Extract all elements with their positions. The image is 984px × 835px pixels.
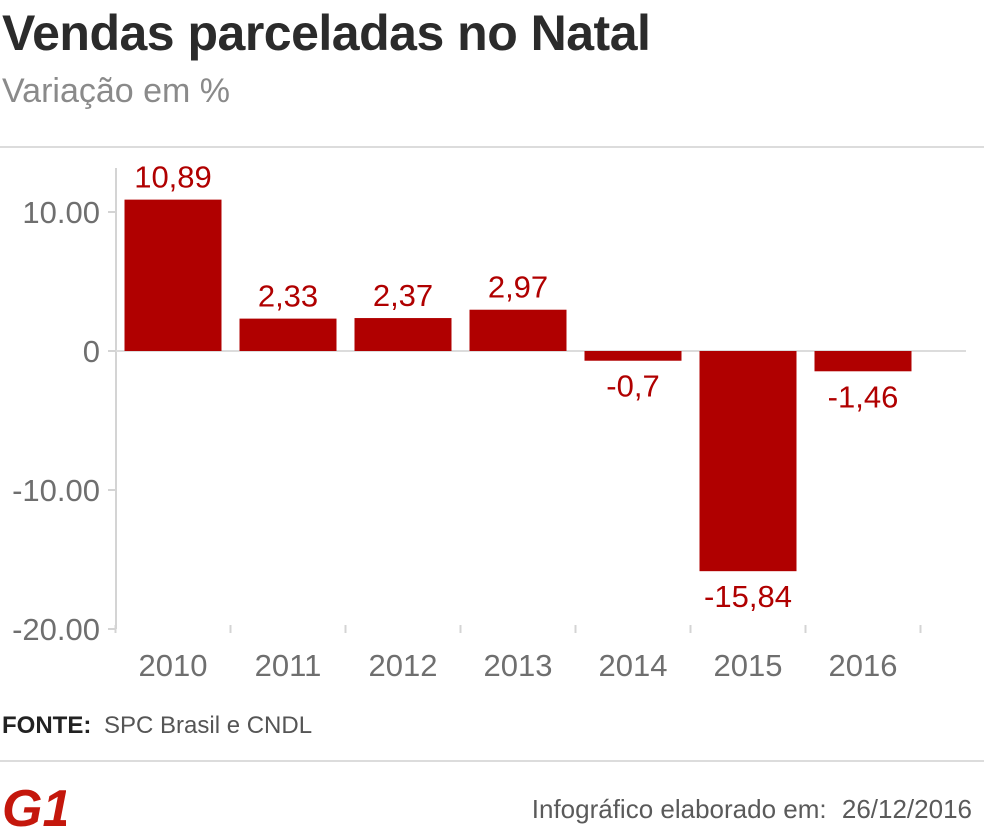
bar-chart: 10.00 0 -10.00 -20.00 10,89 2010 2,33 2011 2,37 2… [12,160,966,683]
source-note: FONTE: SPC Brasil e CNDL [2,712,312,740]
x-tick-label: 2014 [599,648,668,683]
bottom-divider [0,760,984,762]
x-tick-label: 2013 [484,648,553,683]
data-label: 2,37 [373,278,433,313]
bar [584,351,682,361]
bar [699,351,797,572]
g1-logo-text: G1 [2,780,66,832]
chart-subtitle: Variação em % [2,72,231,110]
data-label: 2,33 [258,279,318,314]
y-tick-label: 10.00 [22,195,100,230]
g1-logo: G1 [2,780,66,832]
x-tick-label: 2016 [829,648,898,683]
bar [124,199,222,351]
source-label: FONTE: [2,712,92,739]
data-label: 10,89 [134,160,212,195]
bar [469,309,567,351]
creation-label: Infográfico elaborado em: [531,794,827,824]
y-tick-label: -10.00 [12,473,100,508]
bar [814,351,912,372]
x-tick-label: 2010 [139,648,208,683]
data-label: 2,97 [488,270,548,305]
y-tick-label: 0 [83,334,100,369]
bar [239,318,337,351]
top-divider [0,146,984,148]
source-text: SPC Brasil e CNDL [104,712,313,739]
data-label: -1,46 [828,379,899,414]
data-label: -15,84 [704,579,792,614]
x-tick-label: 2012 [369,648,438,683]
chart-title: Vendas parceladas no Natal [2,5,651,61]
bar [354,318,452,351]
data-label: -0,7 [606,369,659,404]
y-tick-label: -20.00 [12,612,100,647]
creation-note: Infográfico elaborado em: 26/12/2016 [532,794,972,825]
creation-date: 26/12/2016 [841,794,972,824]
x-tick-label: 2011 [255,648,322,683]
x-tick-label: 2015 [714,648,783,683]
